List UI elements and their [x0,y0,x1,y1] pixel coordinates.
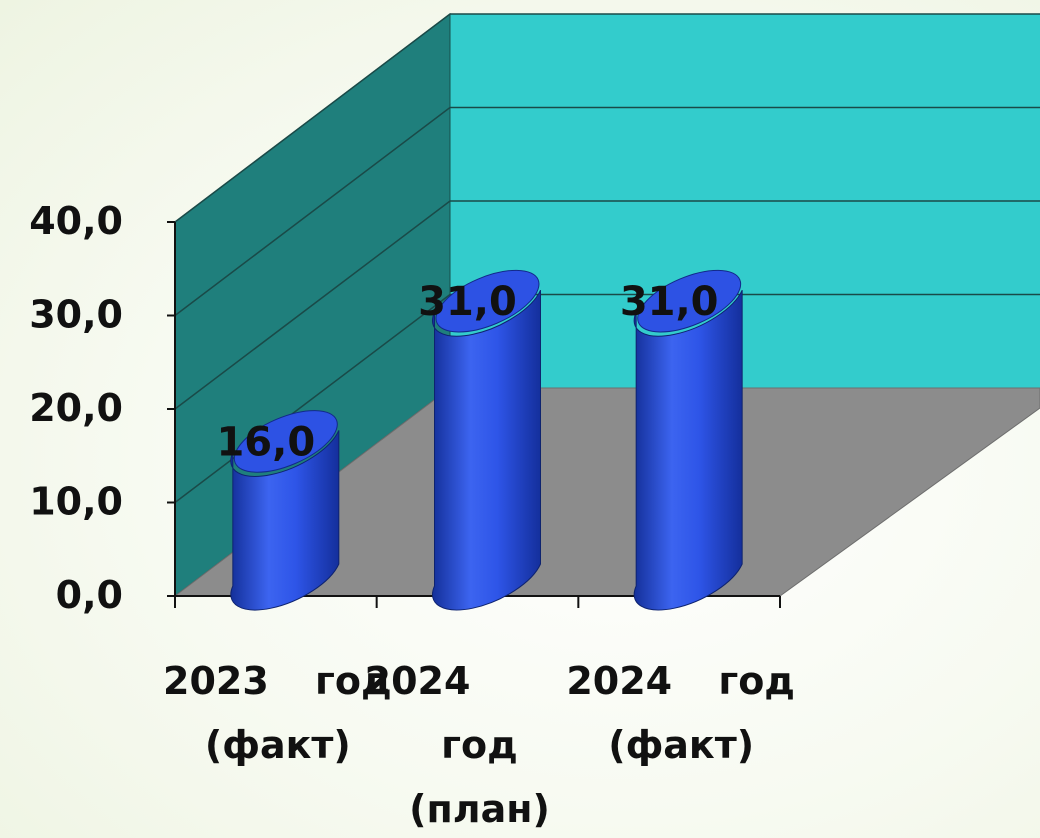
bar-top [435,269,540,333]
bar [432,269,541,611]
data-label: 31,0 [620,279,719,325]
gridline [174,13,1040,223]
bar [633,269,743,611]
x-tick-label-line: (факт) [608,723,754,767]
y-tick-label: 30,0 [29,293,123,337]
y-tick-label: 20,0 [29,386,123,430]
x-tick-label-line: (план) [409,787,550,831]
x-tick-label-line: год [441,723,518,767]
x-tick-label-line: (факт) [205,723,351,767]
bar-body [432,289,541,611]
x-tick-label-line: 2023 [163,659,269,703]
y-tick-label: 10,0 [29,480,123,524]
x-tick-label-line: 2024 [566,659,672,703]
bar [230,410,340,611]
bar-body [230,430,340,611]
data-label: 31,0 [418,279,517,325]
x-tick-label-line: год [718,659,795,703]
gridline [174,200,1040,410]
x-tick-label-line: год [315,659,392,703]
y-tick-label: 0,0 [56,573,123,617]
x-tick-label: 2023 год (факт) [163,659,392,767]
x-tick-label-line: 2024 [365,659,471,703]
x-tick-label: 2024 год (факт) [566,659,795,767]
gridline [174,106,1040,317]
data-label: 16,0 [216,419,315,465]
y-tick-label: 40,0 [29,199,123,243]
bar-top [233,410,338,473]
bar-body [633,289,743,611]
chart-bars [230,269,743,611]
x-tick-label: 2024 год (план) [365,659,550,831]
bar-top [637,269,742,333]
